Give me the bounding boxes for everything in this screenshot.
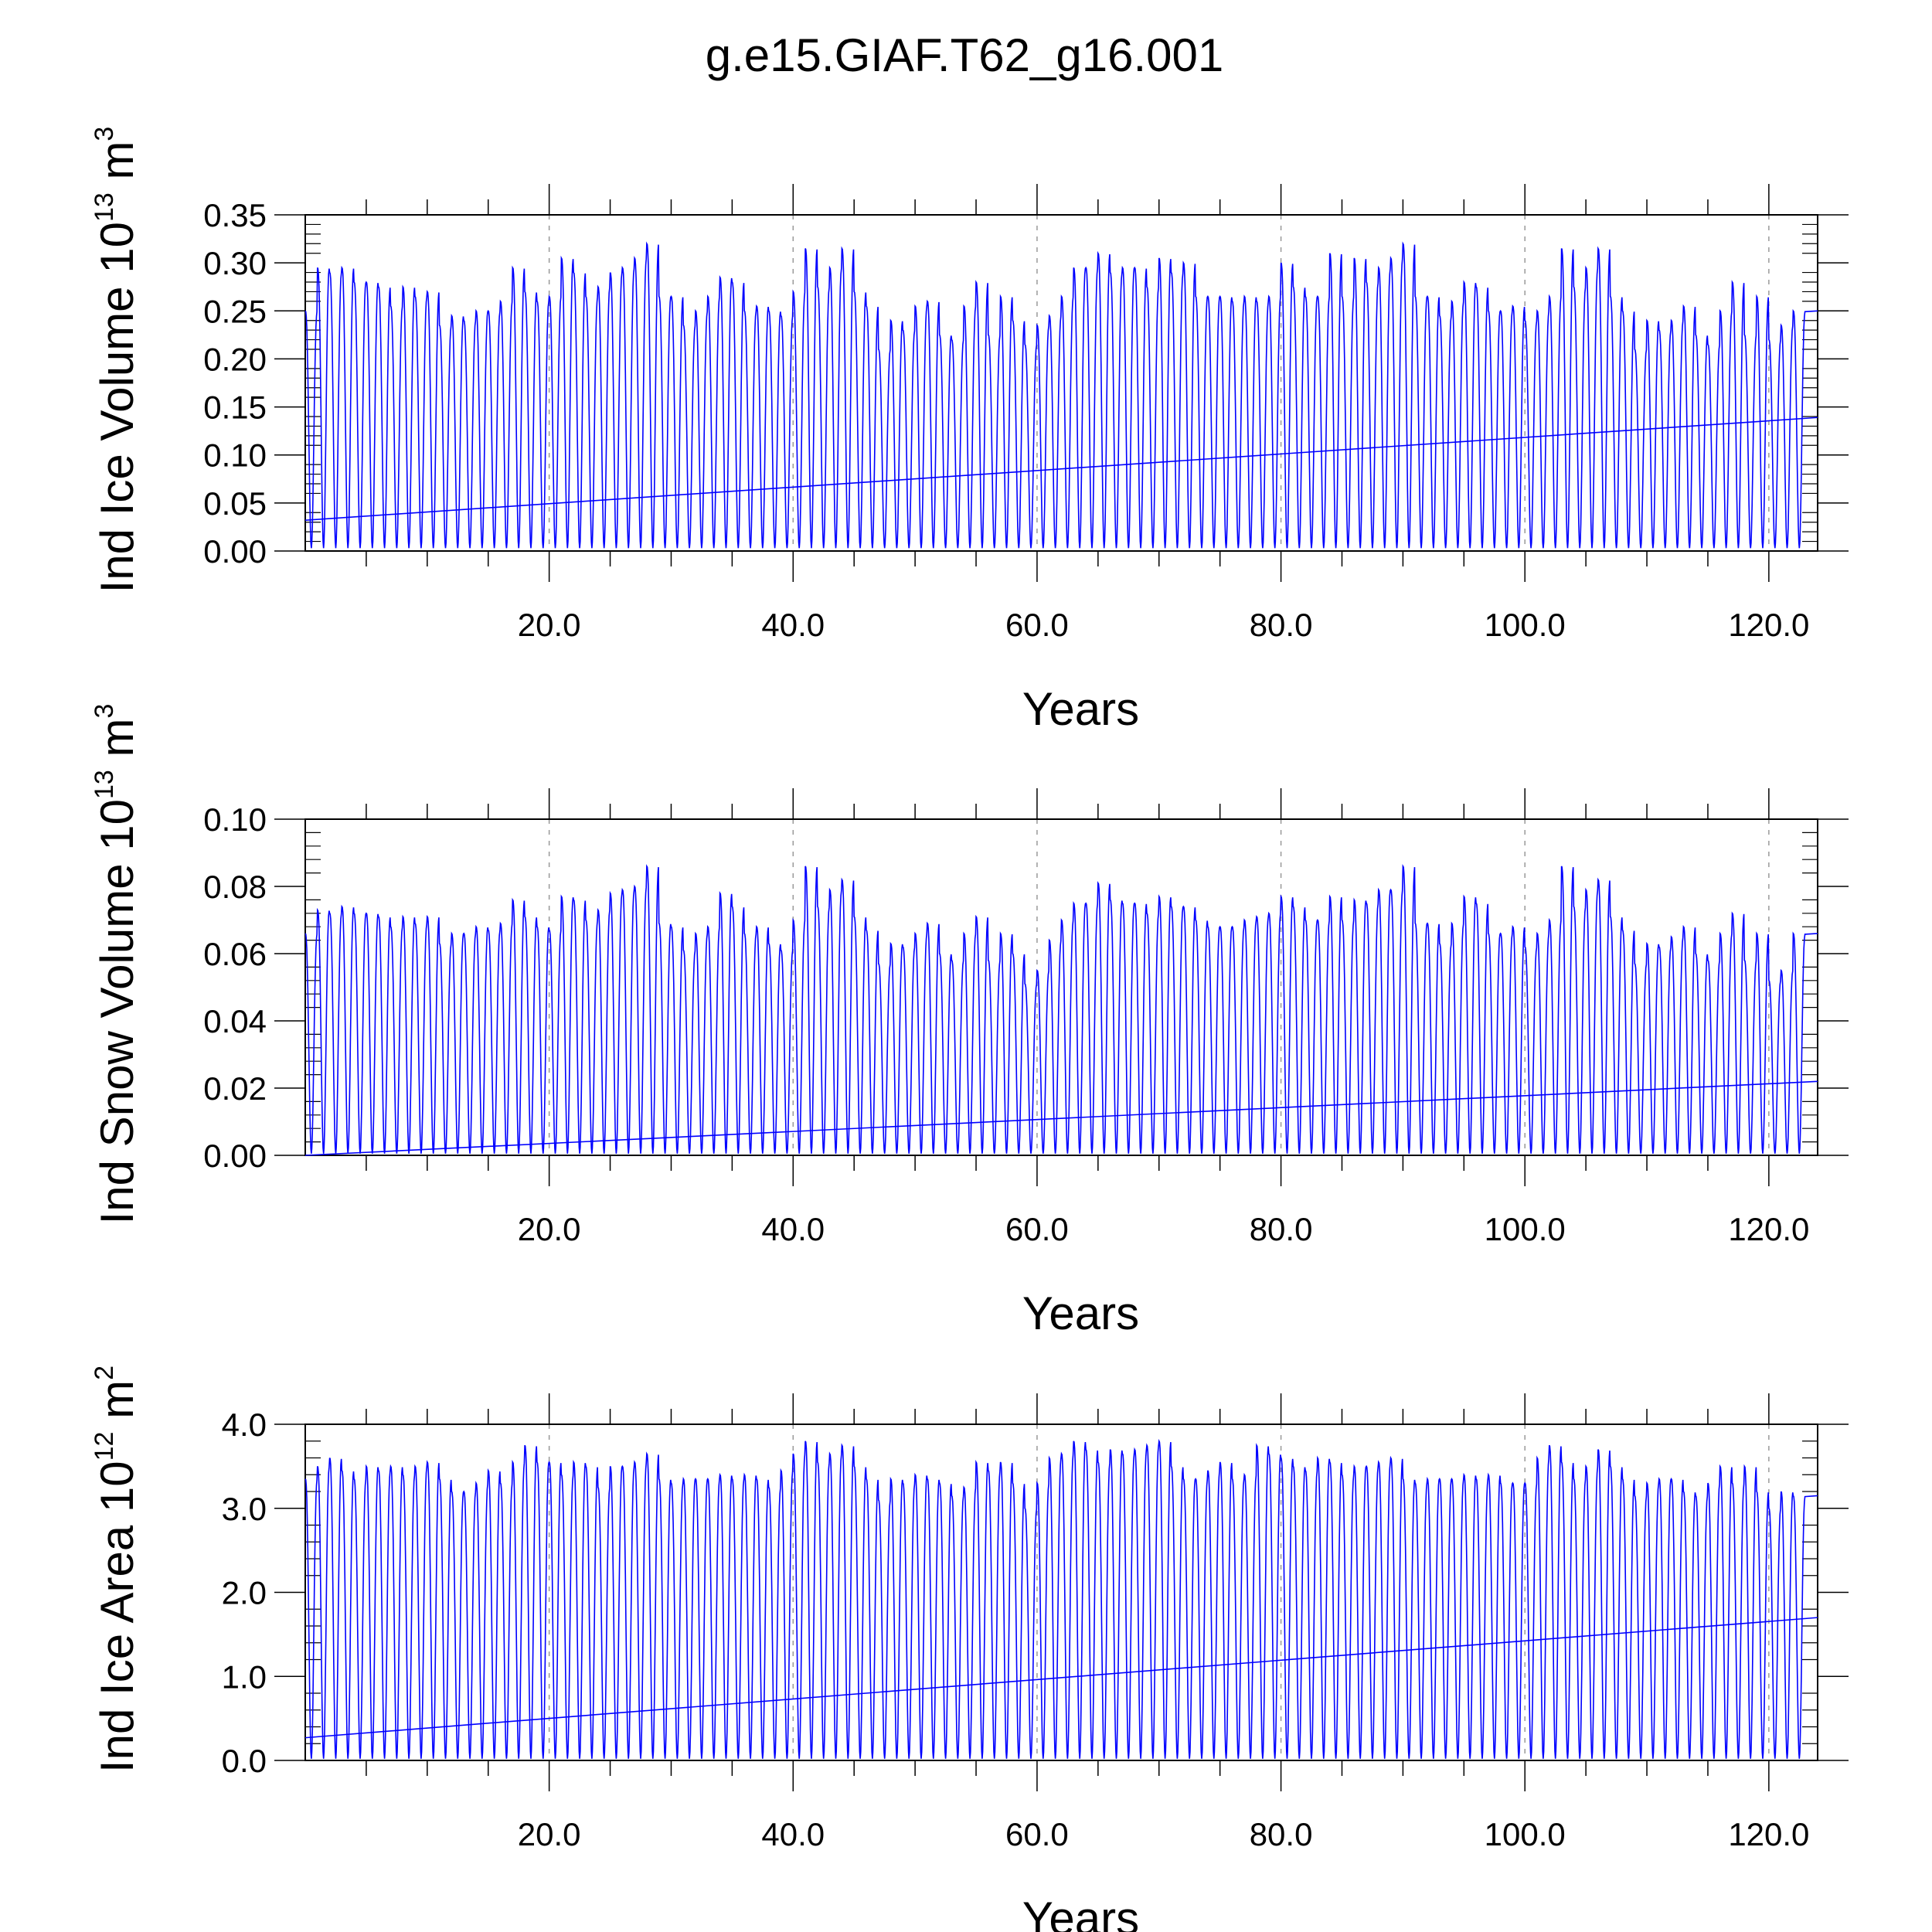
x-axis-label: Years (1022, 1893, 1139, 1932)
y-tick-label: 3.0 (222, 1491, 267, 1527)
y-axis-label-main: Ind Ice Area 10 (91, 1461, 143, 1773)
y-axis-label-unit: m (91, 719, 143, 770)
y-tick-label: 0.25 (203, 293, 267, 329)
series-line (304, 864, 1818, 1154)
y-axis-label-exponent: 12 (90, 1432, 119, 1461)
y-tick-label: 0.10 (203, 801, 267, 838)
trend-line (304, 417, 1818, 522)
x-tick-label: 80.0 (1250, 1816, 1313, 1852)
x-tick-label: 80.0 (1250, 1211, 1313, 1247)
y-axis-label-exponent: 13 (90, 770, 119, 799)
y-axis-label-main: Ind Snow Volume 10 (91, 799, 143, 1224)
y-axis-label-unit-exponent: 3 (90, 704, 119, 719)
y-tick-label: 2.0 (222, 1575, 267, 1611)
y-axis-label-unit-exponent: 3 (90, 127, 119, 141)
x-tick-label: 80.0 (1250, 607, 1313, 643)
y-tick-label: 0.02 (203, 1070, 267, 1107)
plot-frame (304, 818, 1818, 1156)
x-tick-label: 60.0 (1005, 1816, 1069, 1852)
x-tick-label: 20.0 (518, 607, 581, 643)
y-tick-label: 0.30 (203, 245, 267, 281)
plot-frame (304, 214, 1818, 552)
x-tick-label: 60.0 (1005, 1211, 1069, 1247)
x-tick-label: 120.0 (1728, 1211, 1809, 1247)
chart-panel-1: 20.0 40.0 60.0 80.0 100.0 120.0 0.00 0.05 0.10 0.… (90, 127, 1849, 735)
y-axis-label-unit: m (91, 141, 143, 193)
y-axis-label: Ind Ice Volume 1013 m3 (90, 127, 143, 594)
chart-panel-3: 20.0 40.0 60.0 80.0 100.0 120.0 0.0 1.0 2.0 3.0 4.… (90, 1366, 1849, 1932)
y-tick-label: 0.00 (203, 533, 267, 570)
x-tick-label: 60.0 (1005, 607, 1069, 643)
x-tick-label: 100.0 (1485, 607, 1566, 643)
y-axis-label-exponent: 13 (90, 192, 119, 222)
x-tick-label: 40.0 (761, 1816, 825, 1852)
y-axis-label-unit: m (91, 1380, 143, 1432)
y-tick-label: 0.15 (203, 389, 267, 426)
y-tick-label: 0.08 (203, 869, 267, 905)
y-axis-label: Ind Snow Volume 1013 m3 (90, 704, 143, 1225)
y-tick-label: 0.10 (203, 437, 267, 474)
x-tick-label: 100.0 (1485, 1211, 1566, 1247)
y-tick-label: 1.0 (222, 1658, 267, 1695)
series-line (304, 1438, 1818, 1759)
y-axis-label-unit-exponent: 2 (90, 1366, 119, 1380)
x-tick-label: 20.0 (518, 1211, 581, 1247)
y-tick-label: 0.06 (203, 936, 267, 972)
trend-line (304, 1080, 1818, 1156)
x-axis-label: Years (1022, 1287, 1139, 1339)
y-axis-label: Ind Ice Area 1012 m2 (90, 1366, 143, 1773)
figure-title: g.e15.GIAF.T62_g16.001 (706, 29, 1224, 81)
x-tick-label: 40.0 (761, 607, 825, 643)
y-tick-label: 4.0 (222, 1406, 267, 1443)
y-tick-label: 0.04 (203, 1003, 267, 1039)
x-tick-label: 120.0 (1728, 607, 1809, 643)
y-tick-label: 0.35 (203, 197, 267, 233)
y-tick-label: 0.0 (222, 1743, 267, 1779)
y-tick-label: 0.20 (203, 341, 267, 377)
x-tick-label: 40.0 (761, 1211, 825, 1247)
x-axis-label: Years (1022, 683, 1139, 735)
x-tick-label: 100.0 (1485, 1816, 1566, 1852)
y-tick-label: 0.05 (203, 485, 267, 522)
x-tick-label: 20.0 (518, 1816, 581, 1852)
y-tick-label: 0.00 (203, 1138, 267, 1174)
x-tick-label: 120.0 (1728, 1816, 1809, 1852)
series-line (304, 241, 1818, 549)
chart-panel-2: 20.0 40.0 60.0 80.0 100.0 120.0 0.00 0.02 0.04 0.… (90, 704, 1849, 1339)
y-axis-label-main: Ind Ice Volume 10 (91, 222, 143, 593)
trend-line (304, 1617, 1818, 1739)
